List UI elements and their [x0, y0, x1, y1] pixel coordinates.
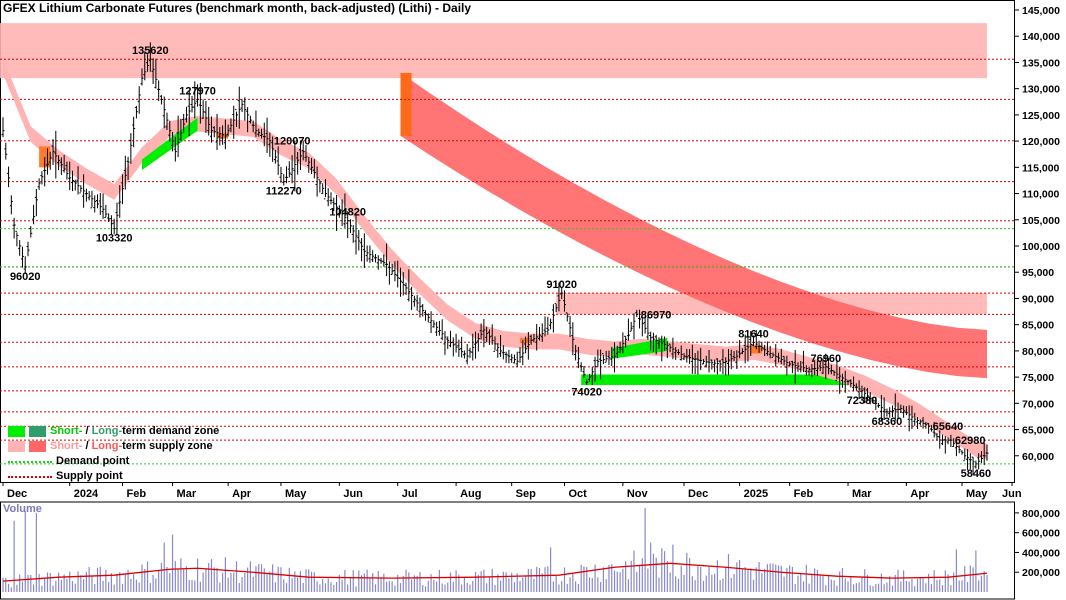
y-tick-label-9: 105,000 — [1022, 215, 1060, 227]
legend-supply-point-label: Supply point — [56, 470, 123, 482]
x-tick-label-18: Jun — [1002, 488, 1022, 500]
legend-demand-zone: Short- / Long- term demand zone — [8, 424, 219, 439]
price-label-62980: 62980 — [955, 435, 986, 447]
y-tick-label-10: 110,000 — [1022, 189, 1060, 201]
y-tick-label-14: 130,000 — [1022, 84, 1060, 96]
x-tick-label-11: Nov — [627, 488, 649, 500]
volume-y-tick-label-0: 200,000 — [1022, 567, 1060, 579]
legend-demand-sep: / — [82, 425, 92, 437]
legend-supply-point: Supply point — [8, 469, 219, 484]
y-tick-label-3: 75,000 — [1022, 372, 1054, 384]
legend-supply-rest: term supply zone — [122, 440, 213, 452]
x-tick-label-8: Aug — [460, 488, 481, 500]
price-label-135620: 135620 — [132, 45, 169, 57]
price-label-127970: 127970 — [179, 85, 216, 97]
price-label-91020: 91020 — [546, 279, 577, 291]
legend-demand-rest: term demand zone — [122, 425, 220, 437]
y-tick-label-4: 80,000 — [1022, 346, 1054, 358]
supply-point-swatch — [8, 475, 52, 478]
x-tick-label-2: Feb — [127, 488, 147, 500]
price-label-76960: 76960 — [810, 353, 841, 365]
legend: Short- / Long- term demand zone Short- /… — [8, 424, 219, 484]
y-tick-label-17: 145,000 — [1022, 5, 1060, 17]
x-tick-label-15: Mar — [852, 488, 872, 500]
legend-supply-short: Short- — [50, 440, 83, 452]
orange-supply-block — [400, 72, 412, 136]
chart-title: GFEX Lithium Carbonate Futures (benchmar… — [3, 1, 472, 15]
x-tick-label-4: Apr — [232, 488, 252, 500]
price-label-86970: 86970 — [641, 309, 672, 321]
price-label-96020: 96020 — [10, 271, 41, 283]
x-tick-label-1: 2024 — [74, 488, 99, 500]
price-pane-frame — [0, 0, 1015, 483]
long-demand-swatch — [29, 426, 46, 437]
price-label-120070: 120070 — [274, 136, 311, 148]
y-tick-label-0: 60,000 — [1022, 451, 1054, 463]
x-tick-label-13: 2025 — [744, 488, 768, 500]
x-tick-label-17: May — [966, 488, 988, 500]
volume-y-tick-label-2: 600,000 — [1022, 528, 1060, 540]
short-supply-swatch — [8, 441, 25, 452]
x-tick-label-14: Feb — [794, 488, 814, 500]
x-tick-label-3: Mar — [177, 488, 197, 500]
volume-y-tick-label-3: 800,000 — [1022, 508, 1060, 520]
orange-segment-0 — [39, 146, 51, 168]
price-label-72380: 72380 — [847, 395, 878, 407]
price-label-58460: 58460 — [961, 468, 992, 480]
y-tick-label-1: 65,000 — [1022, 425, 1054, 437]
x-tick-label-12: Dec — [688, 488, 708, 500]
long-term-supply-rect — [0, 23, 987, 79]
price-label-65640: 65640 — [933, 421, 964, 433]
y-tick-label-8: 100,000 — [1022, 241, 1060, 253]
volume-label: Volume — [3, 503, 42, 515]
x-tick-label-16: Apr — [910, 488, 930, 500]
moving-average-band — [3, 58, 987, 460]
volume-moving-average — [2, 562, 988, 582]
x-tick-label-5: May — [285, 488, 307, 500]
legend-supply-zone: Short- / Long- term supply zone — [8, 439, 219, 454]
y-tick-label-5: 85,000 — [1022, 320, 1054, 332]
short-demand-swatch — [8, 426, 25, 437]
y-tick-label-11: 115,000 — [1022, 162, 1060, 174]
x-tick-label-0: Dec — [7, 488, 27, 500]
orange-segment-3 — [750, 345, 762, 354]
price-bars — [1, 42, 989, 475]
x-tick-label-6: Jun — [343, 488, 363, 500]
x-tick-label-9: Sep — [516, 488, 536, 500]
price-label-103320: 103320 — [96, 233, 133, 245]
y-tick-label-16: 140,000 — [1022, 31, 1060, 43]
volume-pane-frame — [0, 501, 1015, 600]
legend-supply-sep: / — [82, 440, 92, 452]
x-tick-label-7: Jul — [402, 488, 418, 500]
price-label-68360: 68360 — [872, 416, 903, 428]
volume-y-tick-label-1: 400,000 — [1022, 547, 1060, 559]
demand-point-swatch — [8, 460, 52, 463]
legend-demand-long: Long- — [91, 425, 123, 437]
volume-bars — [2, 507, 988, 592]
price-label-81640: 81640 — [738, 328, 769, 340]
y-tick-label-15: 135,000 — [1022, 57, 1060, 69]
long-term-supply-band — [400, 72, 987, 379]
price-label-112270: 112270 — [266, 186, 302, 198]
x-tick-label-10: Oct — [568, 488, 587, 500]
price-label-74020: 74020 — [571, 386, 602, 398]
y-tick-label-6: 90,000 — [1022, 293, 1054, 305]
y-tick-label-7: 95,000 — [1022, 267, 1054, 279]
long-term-demand-rect — [581, 374, 854, 385]
legend-demand-point: Demand point — [8, 454, 219, 469]
long-supply-swatch — [29, 441, 46, 452]
y-tick-label-13: 125,000 — [1022, 110, 1060, 122]
legend-demand-short: Short- — [50, 425, 83, 437]
y-tick-label-2: 70,000 — [1022, 398, 1054, 410]
y-tick-label-12: 120,000 — [1022, 136, 1060, 148]
price-label-104820: 104820 — [329, 207, 366, 219]
legend-demand-point-label: Demand point — [56, 455, 130, 467]
legend-supply-long: Long- — [91, 440, 123, 452]
